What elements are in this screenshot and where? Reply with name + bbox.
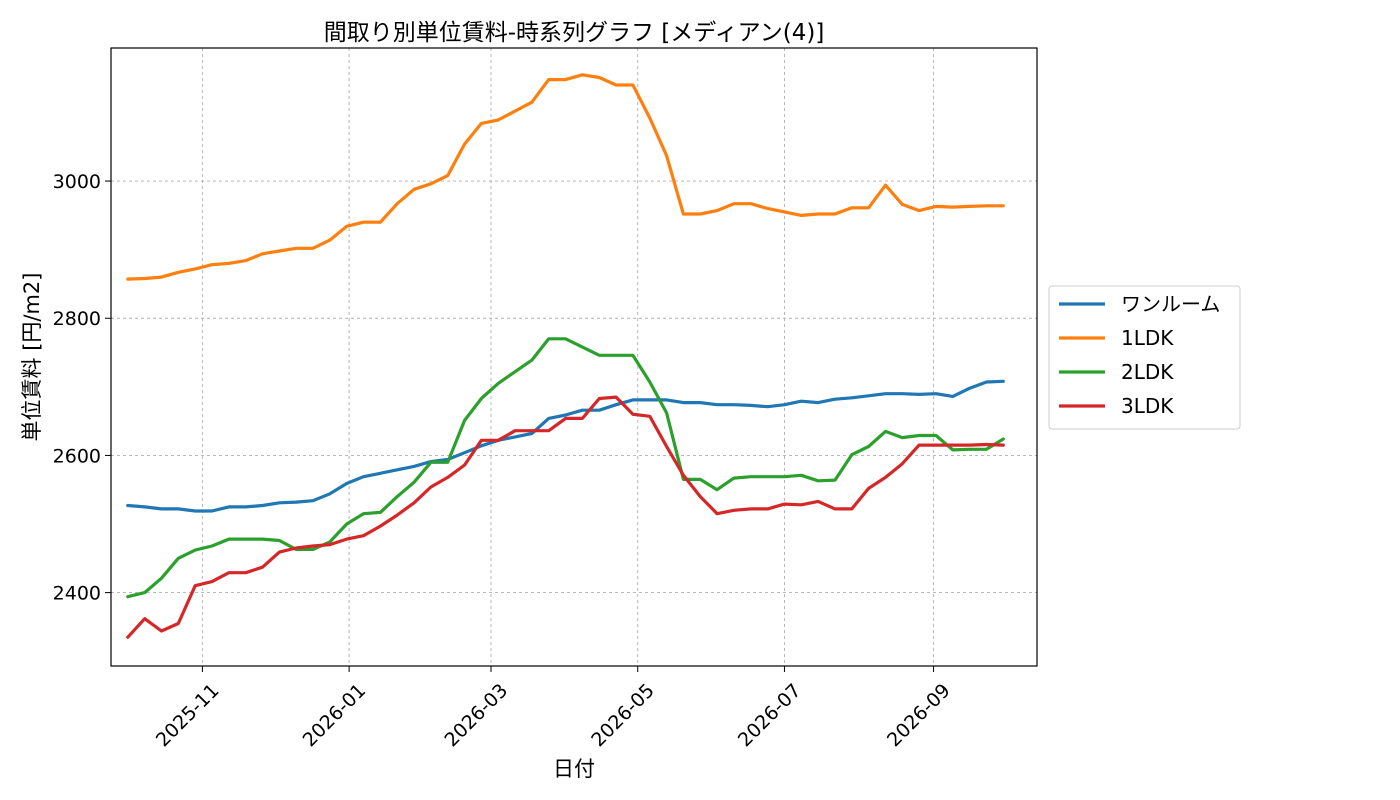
series-line-1	[126, 73, 1005, 281]
x-axis-label: 日付	[553, 757, 595, 781]
y-tick-label: 2600	[53, 445, 101, 467]
legend-label: 1LDK	[1121, 326, 1174, 350]
legend-label: ワンルーム	[1121, 292, 1220, 316]
axes: 2400 2600 2800 3000 2025-11 2026-01 2026-03 202…	[53, 171, 955, 751]
series-lines	[126, 73, 1005, 639]
x-tick-label: 2025-11	[152, 680, 224, 752]
x-tick-label: 2026-05	[587, 680, 659, 752]
x-tick-label: 2026-07	[734, 680, 806, 752]
y-tick-label: 2800	[53, 308, 101, 330]
x-tick-label: 2026-03	[440, 680, 512, 752]
x-tick-label: 2026-09	[883, 680, 955, 752]
chart-title: 間取り別単位賃料-時系列グラフ [メディアン(4)]	[324, 20, 825, 46]
y-tick-label: 2400	[53, 583, 101, 605]
legend: ワンルーム 1LDK 2LDK 3LDK	[1048, 285, 1241, 430]
y-axis-label: 単位賃料 [円/m2]	[20, 273, 44, 442]
legend-box	[1048, 285, 1241, 430]
series-line-2	[126, 337, 1005, 599]
legend-label: 2LDK	[1121, 360, 1174, 384]
legend-label: 3LDK	[1121, 394, 1174, 418]
series-line-0	[126, 379, 1005, 513]
x-tick-label: 2026-01	[299, 680, 371, 752]
grid	[111, 48, 1037, 666]
plot-area-frame	[110, 47, 1038, 667]
series-line-3	[126, 395, 1005, 639]
y-tick-label: 3000	[53, 171, 101, 193]
